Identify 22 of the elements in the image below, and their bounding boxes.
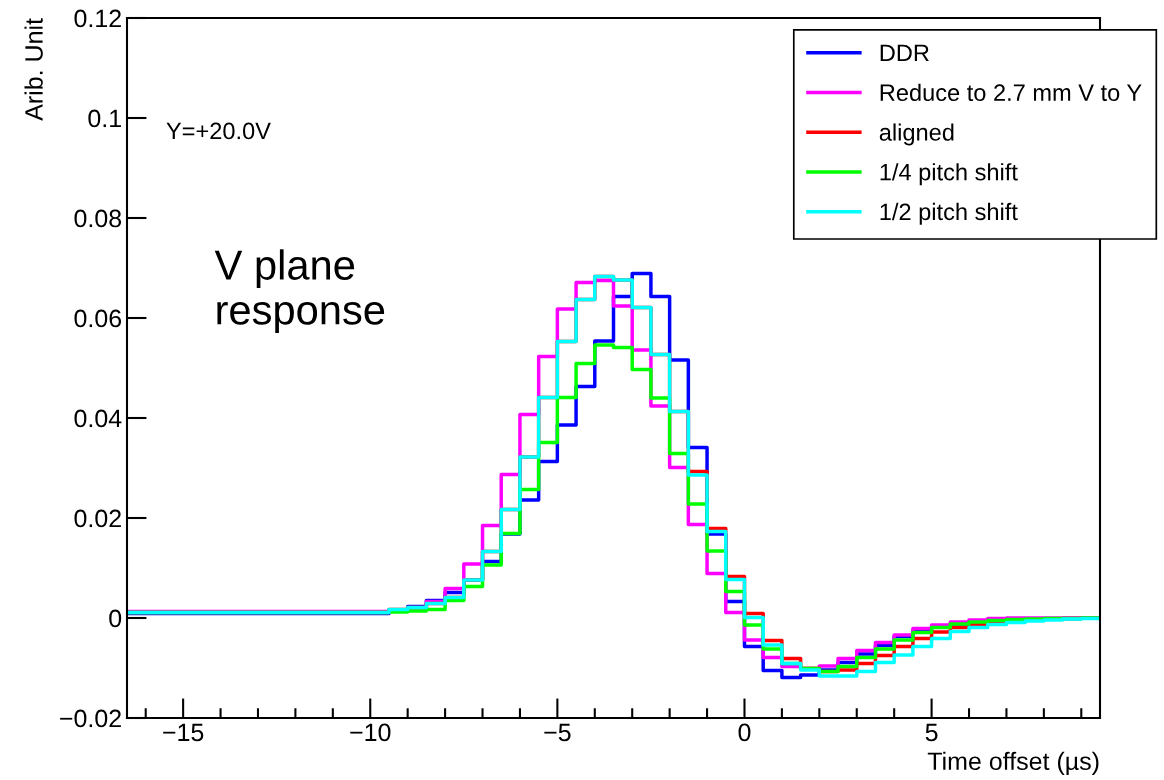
x-tick-label: 5	[925, 723, 938, 742]
y-tick-label: 0.02	[74, 509, 121, 528]
x-tick-label: −10	[350, 723, 391, 742]
legend-label: 1/4 pitch shift	[880, 163, 1018, 186]
y-tick-label: 0.04	[74, 409, 122, 428]
legend-label: DDR	[880, 44, 929, 62]
legend-label: Reduce to 2.7 mm V to Y	[880, 83, 1142, 102]
y-tick-label: 0.06	[74, 309, 122, 328]
x-tick-label: −5	[544, 723, 571, 742]
legend-label: aligned	[879, 123, 954, 146]
x-tick-label: −15	[163, 723, 204, 742]
x-tick-label: 0	[738, 723, 751, 742]
y-tick-label: 0.1	[88, 109, 121, 128]
y-tick-label: 0.08	[74, 209, 122, 228]
y-axis-title: Arib. Unit	[24, 18, 43, 121]
y-tick-label: 0	[109, 609, 122, 628]
y-tick-label: −0.02	[60, 709, 121, 728]
y-tick-label: 0.12	[74, 9, 121, 28]
legend-label: 1/2 pitch shift	[880, 202, 1018, 225]
annotation: V plane response	[214, 249, 385, 333]
x-axis-title: Time offset (µs)	[927, 751, 1099, 776]
annotation: Y=+20.0V	[166, 122, 271, 140]
